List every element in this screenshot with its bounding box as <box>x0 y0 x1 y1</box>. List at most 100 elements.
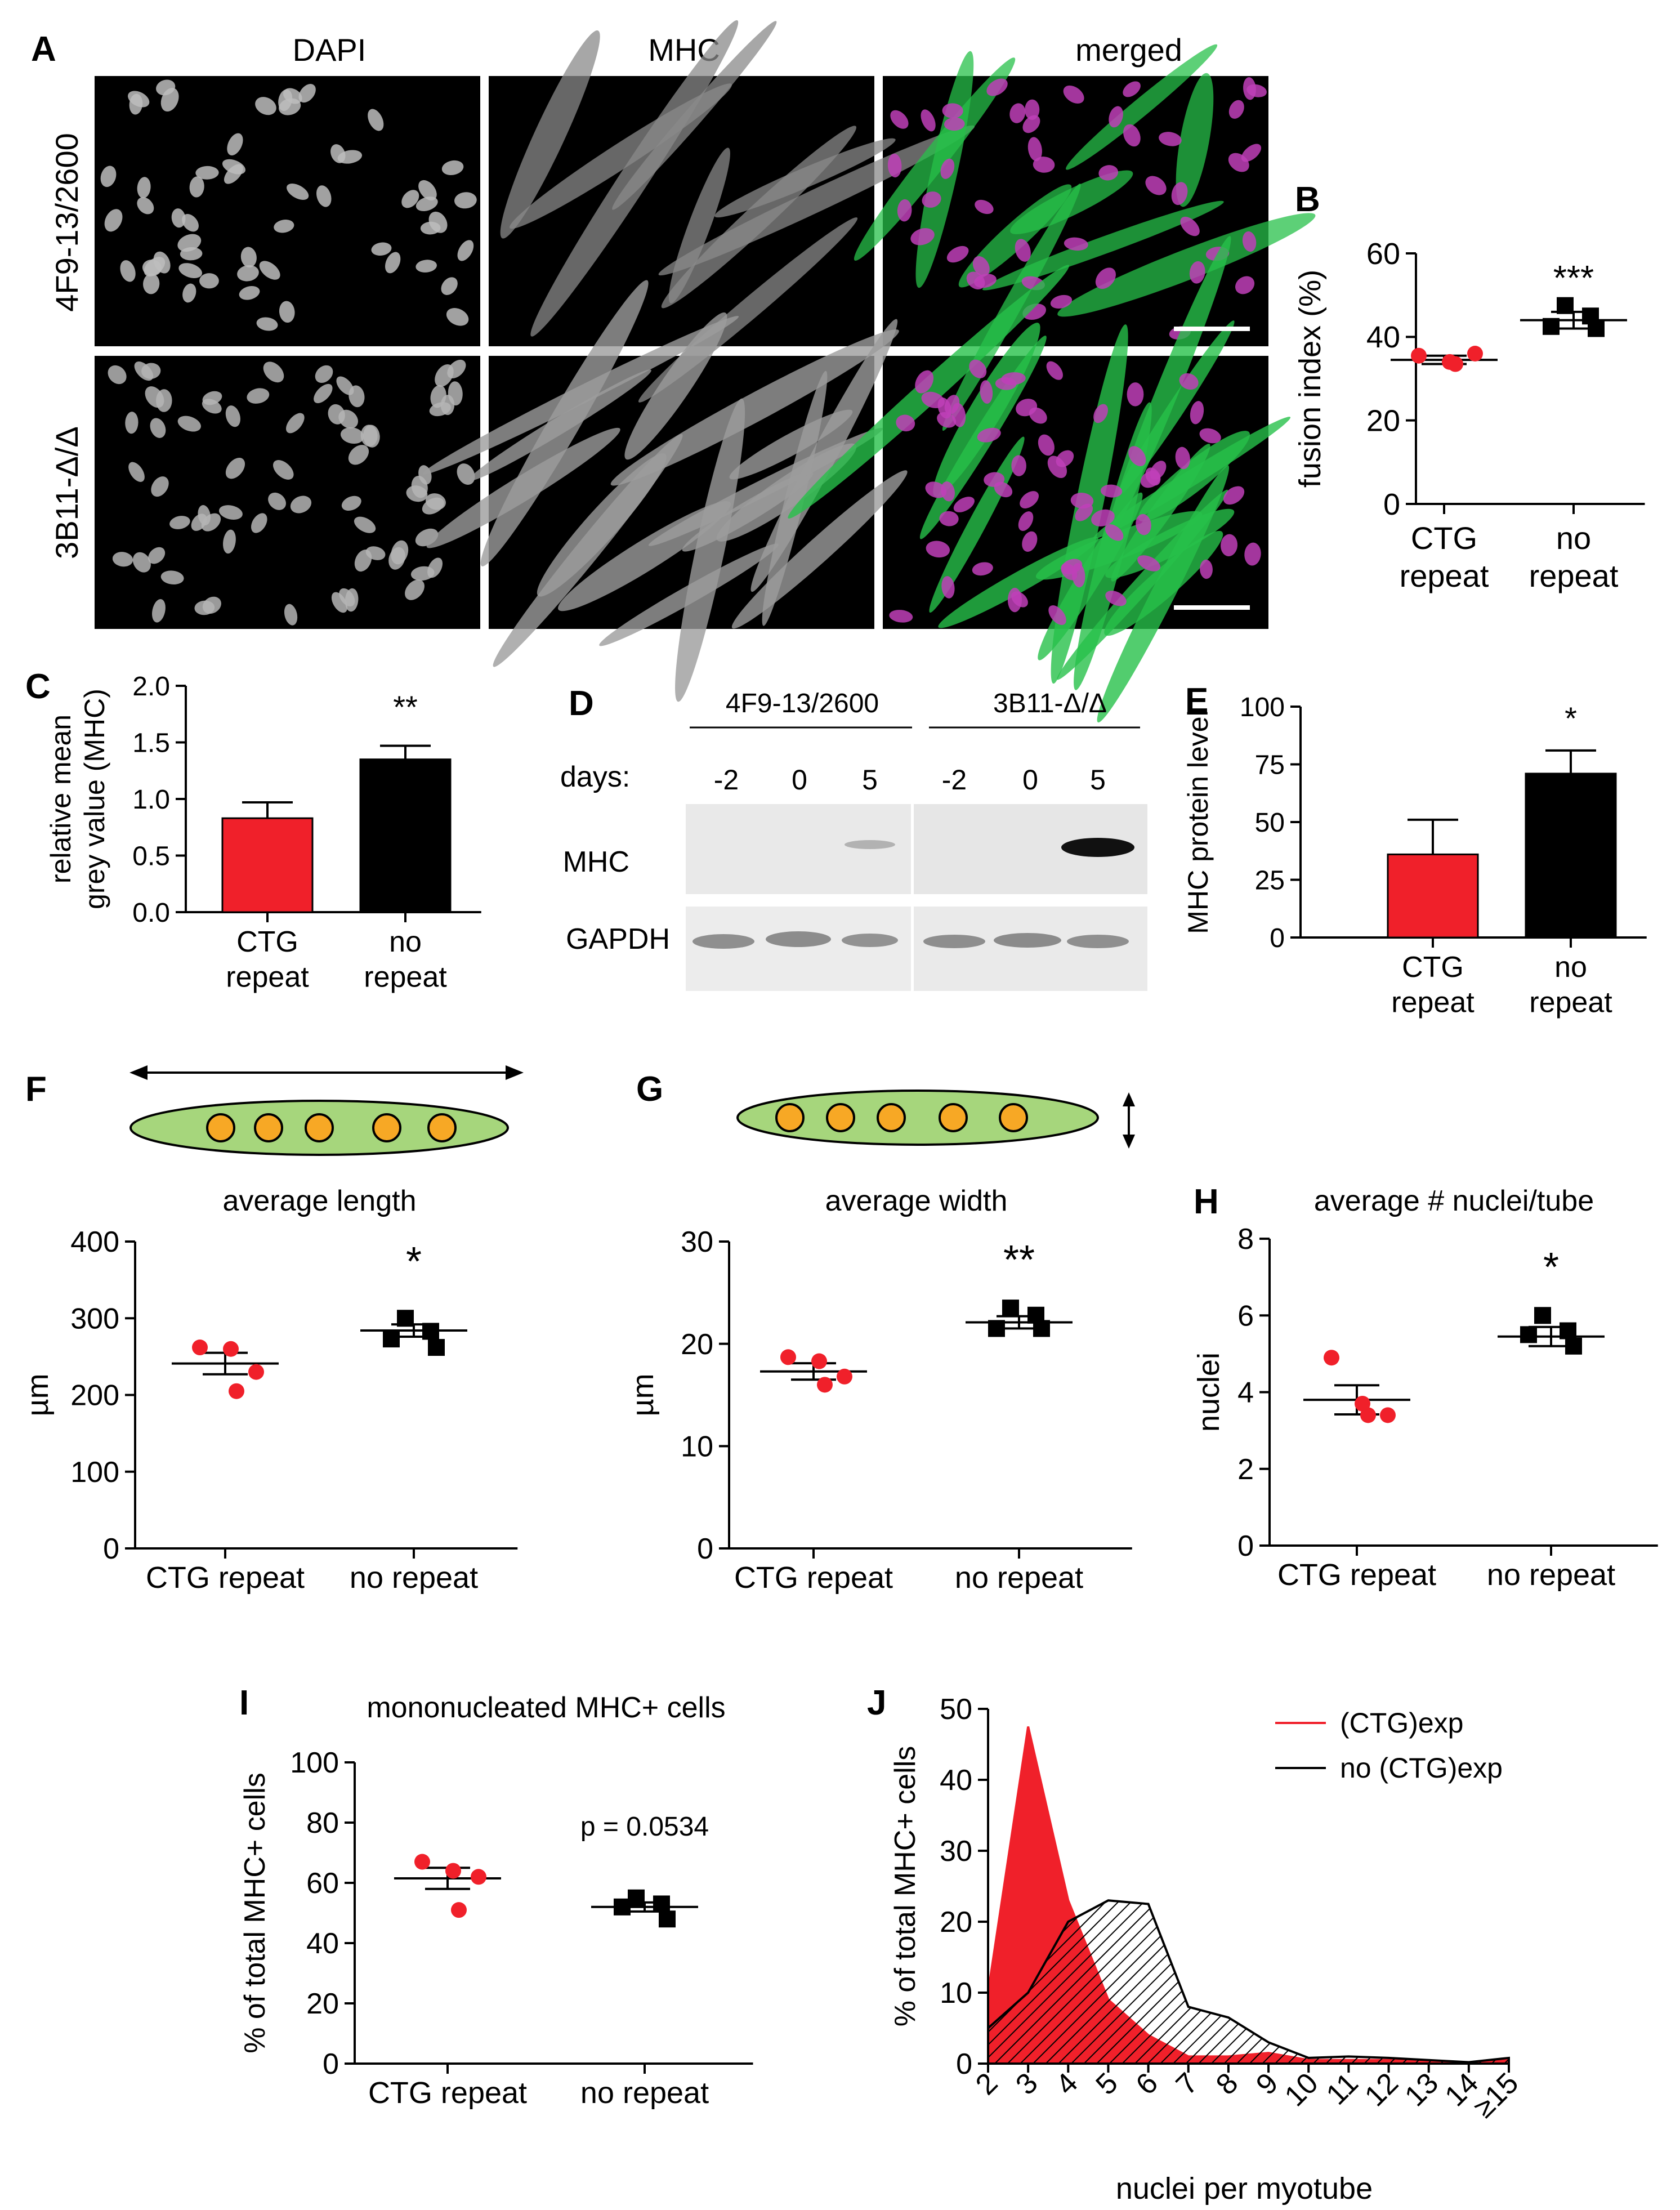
merged-nucleus <box>946 245 969 263</box>
y-axis-label: µm <box>626 1373 660 1416</box>
panel-letters: B C E H I J <box>25 180 1320 1722</box>
merged-nucleus <box>1123 124 1141 147</box>
merged-nucleus <box>1038 434 1055 456</box>
dapi-nucleus <box>237 265 259 282</box>
y-tick-label: 0 <box>1237 1530 1254 1562</box>
dapi-nucleus <box>251 513 267 533</box>
data-point-ctg <box>1447 356 1463 372</box>
merged-nucleus <box>926 541 950 558</box>
nucleus-5 <box>427 1113 457 1142</box>
significance-label: ** <box>1003 1238 1035 1283</box>
panel-d: D 4F9-13/2600 3B11-Δ/Δ days: -2 0 5 -2 0… <box>560 684 1147 991</box>
merged-nucleus <box>1244 542 1261 566</box>
merged-nucleus <box>975 199 994 215</box>
x-tick-label: 12 <box>1359 2066 1405 2113</box>
merged-nucleus <box>977 427 1001 443</box>
dapi-nucleus <box>177 234 202 252</box>
dapi-nucleus <box>420 221 441 235</box>
y-tick-label: 300 <box>70 1302 119 1335</box>
mhc-myotube <box>714 138 896 218</box>
dapi-nucleus <box>441 277 458 295</box>
dapi-nucleus <box>315 365 333 383</box>
dapi-nucleus <box>247 388 270 404</box>
data-point-ctg <box>451 1902 467 1918</box>
dapi-nucleus <box>222 159 246 175</box>
bar <box>1525 773 1617 939</box>
blot-band-label-gapdh: GAPDH <box>566 923 670 956</box>
merged-nucleus <box>972 256 990 276</box>
blot-mhc-left <box>686 804 911 894</box>
y-tick-label: 0.5 <box>132 841 170 871</box>
merged-nucleus <box>986 78 1008 96</box>
blot-band-gapdh-2 <box>766 931 831 947</box>
merged-nucleus <box>969 359 987 378</box>
blot-gapdh-right <box>914 907 1147 991</box>
data-point-ctg <box>1380 1407 1396 1423</box>
merged-nucleus <box>1100 484 1123 498</box>
dapi-nucleus <box>182 214 199 232</box>
dapi-nucleus <box>240 247 257 268</box>
blot-band-mhc-faint <box>845 840 895 849</box>
x-tick-label: 6 <box>1130 2066 1164 2101</box>
merged-nucleus <box>1150 461 1167 480</box>
dapi-nucleus <box>368 109 384 131</box>
data-point-no-repeat <box>614 1898 631 1916</box>
blot-day-4: -2 <box>942 764 967 796</box>
dapi-nucleus <box>191 514 207 531</box>
merged-nucleus <box>1123 81 1141 97</box>
merged-nucleus <box>1190 401 1204 425</box>
x-tick-label: 4 <box>1049 2066 1084 2101</box>
nucleus-3 <box>877 1103 906 1132</box>
merged-nucleus <box>1070 493 1094 509</box>
y-axis-label: relative meangrey value (MHC) <box>45 689 110 909</box>
merged-nucleus <box>939 511 959 526</box>
y-tick-label: 60 <box>1366 237 1400 271</box>
dapi-nucleus <box>151 476 169 497</box>
dapi-nucleus <box>286 413 305 434</box>
dapi-nucleus <box>447 359 466 379</box>
merged-nucleus <box>1027 137 1042 162</box>
merged-nucleus <box>1105 524 1124 541</box>
dapi-nucleus <box>331 592 348 613</box>
chart-title: average width <box>825 1185 1008 1217</box>
width-arrowhead-up <box>1123 1092 1135 1106</box>
dapi-nucleus <box>411 475 428 498</box>
mhc-myotube <box>610 329 899 486</box>
chart-fusion-index: 0 20 40 60 CTG repeat no repeat fusion index (%)… <box>1293 237 1645 593</box>
merged-nucleus <box>1025 99 1040 120</box>
merged-nucleus <box>1175 447 1190 470</box>
blot-day-2: 0 <box>792 764 807 796</box>
mhc-myotube <box>510 83 732 229</box>
x-tick-label: 7 <box>1170 2066 1204 2101</box>
data-point-no-repeat <box>1565 1337 1582 1355</box>
merged-nucleus <box>1091 509 1115 527</box>
merged-nucleus <box>1159 132 1182 146</box>
data-point-no-repeat <box>422 1323 439 1340</box>
dapi-nucleus <box>405 579 425 600</box>
dapi-nucleus <box>150 418 166 438</box>
merged-nucleus <box>953 497 975 512</box>
blot-day-5: 0 <box>1022 764 1038 796</box>
merged-nucleus <box>925 481 947 498</box>
dapi-nucleus <box>457 240 474 261</box>
y-tick-label: 8 <box>1237 1223 1254 1256</box>
y-tick-label: 0 <box>697 1533 713 1565</box>
merged-nucleus <box>1242 231 1257 252</box>
legend-label-no-ctg-exp: no (CTG)exp <box>1340 1752 1503 1784</box>
y-axis-label: % of total MHC+ cells <box>239 1773 271 2053</box>
dapi-nucleus <box>290 495 312 514</box>
y-tick-label: 0 <box>956 2048 972 2080</box>
panel-letter-j: J <box>867 1684 886 1722</box>
y-tick-label: 40 <box>940 1764 972 1797</box>
nucleus-4 <box>372 1113 401 1142</box>
dapi-nucleus <box>263 361 284 383</box>
merged-nucleus <box>1011 591 1028 608</box>
y-tick-label: 40 <box>306 1927 339 1960</box>
data-point-ctg <box>229 1383 244 1399</box>
nucleus-3 <box>305 1113 334 1142</box>
dapi-nucleus <box>259 261 280 280</box>
scale-bar-row1 <box>1174 327 1250 331</box>
x-tick-label: CTG repeat <box>1277 1558 1436 1592</box>
panel-letter-e: E <box>1185 681 1208 720</box>
col-header-dapi: DAPI <box>293 32 367 68</box>
